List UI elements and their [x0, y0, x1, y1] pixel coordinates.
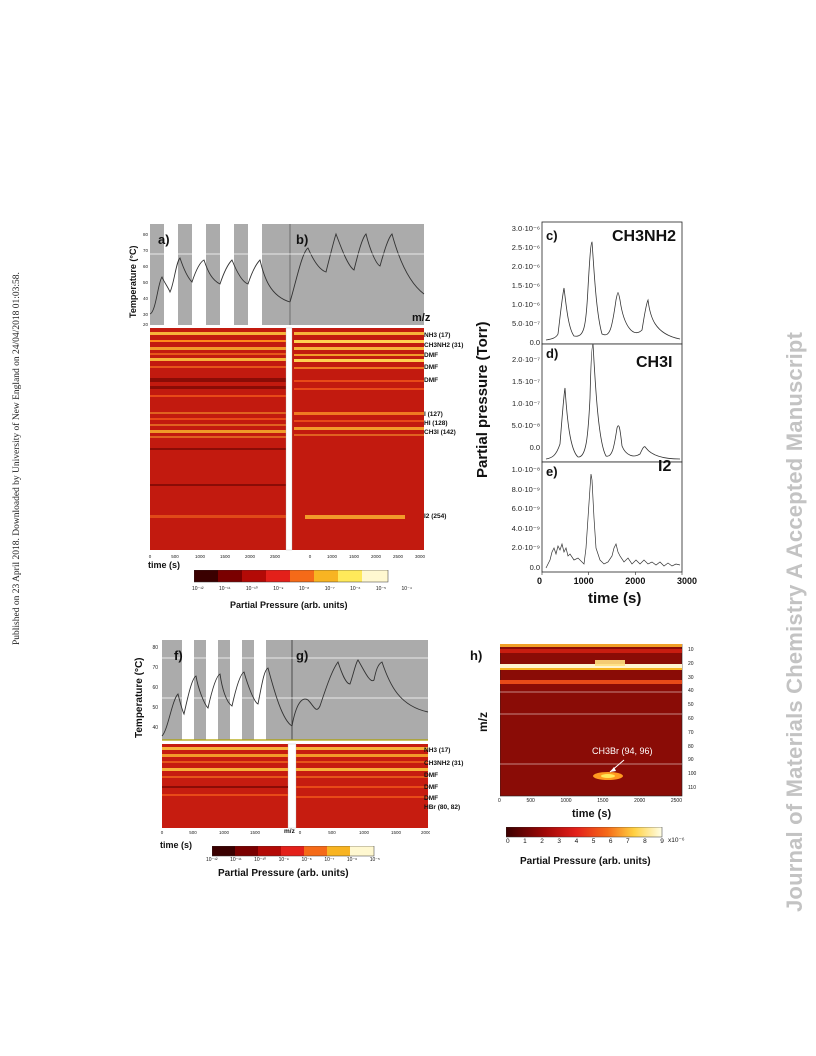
svg-text:500: 500: [328, 830, 336, 835]
figure-bottom-right: [500, 644, 686, 804]
colorbar-ticks-top-left: 10⁻¹² 10⁻¹¹ 10⁻¹⁰ 10⁻⁹ 10⁻⁸ 10⁻⁷ 10⁻⁶ 10⁻⁵ 10⁻⁴: [192, 586, 412, 592]
temp-curve-g: [291, 659, 429, 727]
panel-label-c: c): [546, 228, 558, 243]
species-label-ch3nh2: CH3NH2 (31): [424, 342, 464, 349]
svg-text:30: 30: [143, 312, 149, 317]
temp-curve-b: [289, 232, 425, 303]
right-yaxis-label: Partial pressure (Torr): [474, 321, 491, 478]
svg-text:0: 0: [309, 554, 312, 559]
temp-curve-f: [161, 667, 293, 737]
mz-label-2: m/z: [284, 828, 295, 835]
ms-map-b: [290, 328, 424, 550]
colorbar-top-left: [194, 570, 390, 584]
species-label-dmf-6: DMF: [424, 795, 439, 802]
panel-label-e: e): [546, 464, 558, 479]
svg-text:1500: 1500: [250, 830, 261, 835]
colorbar-bottom-left: [212, 846, 376, 858]
figure-right-traces: [494, 218, 686, 608]
colorbar-exponent-h: x10⁻⁶: [668, 837, 685, 844]
svg-text:0: 0: [161, 830, 164, 835]
temperature-axis-label: Temperature (°C): [128, 245, 138, 318]
species-label-ch3i: CH3I (142): [424, 429, 456, 436]
trace-i2: [545, 473, 681, 569]
species-title-ch3nh2: CH3NH2: [612, 228, 677, 245]
species-label-nh3: NH3 (17): [424, 332, 451, 339]
svg-text:1500: 1500: [349, 554, 360, 559]
svg-text:2500: 2500: [393, 554, 404, 559]
species-label-hi: HI (128): [424, 420, 448, 427]
svg-text:500: 500: [171, 554, 179, 559]
time-axis-label-h: time (s): [572, 808, 612, 820]
species-label-dmf-4: DMF: [424, 772, 439, 779]
svg-text:1000: 1000: [359, 830, 370, 835]
xticks-right: 0 1000 2000 3000: [537, 576, 697, 586]
panel-label-b: b): [296, 232, 309, 247]
trace-ch3nh2: [545, 241, 681, 341]
right-xaxis-label: time (s): [588, 590, 642, 607]
xticks-h: 0 500 1000 1500 2000 2500: [498, 798, 682, 804]
panel-label-a: a): [158, 232, 170, 247]
svg-text:500: 500: [189, 830, 197, 835]
publication-note: Published on 23 April 2018. Downloaded b…: [12, 272, 22, 645]
svg-text:3000: 3000: [415, 554, 426, 559]
yticks-h: 10 20 30 40 50 60 70 80 90 100 110: [688, 647, 697, 791]
temp-curve-a: [149, 257, 291, 315]
svg-text:2000: 2000: [245, 554, 256, 559]
panel-label-h: h): [470, 648, 483, 663]
svg-text:2500: 2500: [270, 554, 281, 559]
species-label-dmf-5: DMF: [424, 784, 439, 791]
svg-text:70: 70: [143, 248, 149, 253]
svg-text:1500: 1500: [220, 554, 231, 559]
species-label-i2: I2 (254): [424, 513, 447, 520]
species-label-dmf-1: DMF: [424, 352, 439, 359]
svg-text:1500: 1500: [391, 830, 402, 835]
journal-watermark: Journal of Materials Chemistry A Accepte…: [782, 331, 807, 912]
svg-text:2000: 2000: [371, 554, 382, 559]
panel-label-f: f): [174, 648, 183, 663]
time-axis-label: time (s): [148, 560, 181, 570]
figure-bottom-left: 0 500 1000 1500 0 500 1000 1500 2000: [160, 640, 430, 840]
yticks-c: 3.0·10⁻⁶ 2.5·10⁻⁶ 2.0·10⁻⁶ 1.5·10⁻⁶ 1.0·10⁻⁶…: [511, 224, 540, 347]
trace-ch3i: [545, 343, 681, 460]
species-label-hbr: HBr (80, 82): [424, 804, 461, 811]
colorbar-label-h: Partial Pressure (arb. units): [520, 856, 651, 867]
temp-ticks-f: 80 70 60 50 40: [152, 645, 158, 731]
svg-text:0: 0: [149, 554, 152, 559]
time-axis-label-2: time (s): [160, 840, 193, 850]
svg-text:60: 60: [143, 264, 149, 269]
colorbar-h: [506, 827, 664, 839]
mz-axis-label: m/z: [412, 312, 431, 324]
species-label-dmf-2: DMF: [424, 364, 439, 371]
svg-text:2000: 2000: [421, 830, 430, 835]
svg-text:50: 50: [143, 280, 149, 285]
species-label-nh3-2: NH3 (17): [424, 747, 451, 754]
colorbar-label-top-left: Partial Pressure (arb. units): [230, 600, 348, 610]
svg-text:1000: 1000: [219, 830, 230, 835]
ms-map-a: [150, 328, 286, 550]
species-label-dmf-3: DMF: [424, 377, 439, 384]
temperature-axis-label-2: Temperature (°C): [134, 657, 145, 739]
svg-text:1000: 1000: [327, 554, 338, 559]
mz-axis-label-h: m/z: [476, 711, 490, 732]
species-title-ch3i: CH3I: [636, 354, 673, 371]
svg-text:40: 40: [143, 296, 149, 301]
figure-top-left: 80 70 60 50 40 30 20 0 500 1000 1500 200…: [130, 222, 426, 582]
species-title-i2: I2: [658, 458, 672, 475]
panel-label-g: g): [296, 648, 309, 663]
species-label-ch3nh2-2: CH3NH2 (31): [424, 760, 464, 767]
svg-text:20: 20: [143, 322, 149, 327]
yticks-e: 1.0·10⁻⁸ 8.0·10⁻⁹ 6.0·10⁻⁹ 4.0·10⁻⁹ 2.0·10⁻⁹…: [511, 465, 540, 572]
svg-text:0: 0: [299, 830, 302, 835]
colorbar-label-bottom-left: Partial Pressure (arb. units): [218, 868, 349, 879]
temp-panel-b: [290, 224, 424, 325]
yticks-d: 2.0·10⁻⁷ 1.5·10⁻⁷ 1.0·10⁻⁷ 5.0·10⁻⁸ 0.0: [511, 355, 540, 452]
svg-text:1000: 1000: [195, 554, 206, 559]
species-label-i: I (127): [424, 411, 443, 418]
panel-label-d: d): [546, 346, 559, 361]
annotation-ch3br: CH3Br (94, 96): [592, 746, 653, 756]
colorbar-ticks-bottom-left: 10⁻¹² 10⁻¹¹ 10⁻¹⁰ 10⁻⁹ 10⁻⁸ 10⁻⁷ 10⁻⁶ 10⁻⁵: [206, 857, 380, 863]
svg-text:80: 80: [143, 232, 149, 237]
